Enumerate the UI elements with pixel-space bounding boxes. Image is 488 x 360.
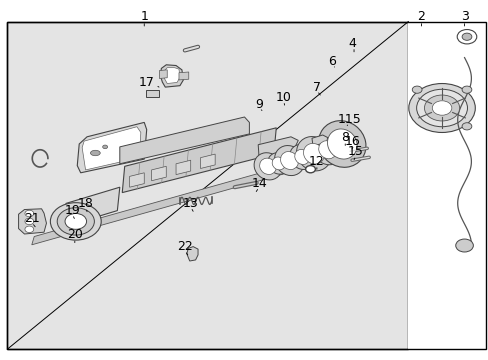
Text: 12: 12 (308, 155, 324, 168)
Circle shape (411, 86, 421, 93)
Circle shape (25, 218, 34, 225)
Polygon shape (159, 70, 167, 78)
Circle shape (461, 86, 471, 93)
Text: 18: 18 (78, 197, 94, 210)
Ellipse shape (280, 152, 298, 170)
Circle shape (416, 89, 467, 127)
Circle shape (408, 84, 474, 132)
Ellipse shape (274, 145, 304, 176)
Ellipse shape (267, 153, 289, 174)
Polygon shape (200, 154, 215, 168)
Polygon shape (258, 137, 298, 158)
Text: 20: 20 (67, 228, 82, 241)
Text: 9: 9 (255, 98, 263, 111)
Ellipse shape (318, 121, 365, 167)
Polygon shape (82, 127, 141, 170)
Ellipse shape (259, 158, 276, 175)
Text: 8: 8 (341, 131, 348, 144)
Ellipse shape (272, 157, 285, 170)
Circle shape (455, 239, 472, 252)
Ellipse shape (330, 134, 353, 157)
Circle shape (57, 208, 94, 235)
Bar (407, 22, 486, 349)
Polygon shape (160, 65, 183, 87)
Polygon shape (122, 128, 276, 193)
Circle shape (431, 101, 451, 115)
Text: 22: 22 (177, 240, 192, 253)
Text: 13: 13 (183, 197, 198, 210)
Ellipse shape (296, 136, 330, 171)
Ellipse shape (254, 153, 281, 180)
Polygon shape (186, 247, 198, 261)
Polygon shape (176, 160, 190, 175)
Polygon shape (77, 122, 146, 173)
Text: 2: 2 (417, 10, 425, 23)
Ellipse shape (318, 141, 336, 159)
Text: 19: 19 (64, 204, 80, 217)
Text: 15: 15 (347, 145, 363, 158)
Circle shape (461, 123, 471, 130)
Polygon shape (163, 68, 180, 84)
Ellipse shape (289, 144, 314, 170)
Ellipse shape (303, 143, 324, 164)
Circle shape (456, 30, 476, 44)
Bar (145, 90, 159, 97)
Polygon shape (32, 152, 334, 245)
Text: 7: 7 (312, 81, 320, 94)
Polygon shape (19, 209, 46, 234)
Text: 3: 3 (460, 10, 468, 23)
Circle shape (25, 226, 34, 233)
Text: 14: 14 (251, 177, 266, 190)
Polygon shape (179, 72, 188, 80)
Circle shape (461, 33, 471, 40)
Polygon shape (311, 135, 327, 146)
Ellipse shape (322, 126, 362, 165)
Ellipse shape (102, 145, 107, 149)
Ellipse shape (312, 135, 342, 165)
Text: 4: 4 (347, 37, 355, 50)
Circle shape (50, 203, 101, 240)
Polygon shape (129, 173, 144, 187)
Circle shape (65, 213, 86, 229)
Circle shape (25, 210, 34, 217)
Polygon shape (120, 117, 249, 164)
Ellipse shape (327, 129, 356, 159)
Text: 21: 21 (24, 212, 40, 225)
Ellipse shape (90, 150, 100, 156)
Text: 115: 115 (337, 113, 361, 126)
Ellipse shape (294, 149, 309, 165)
Text: 10: 10 (275, 91, 291, 104)
Circle shape (305, 166, 315, 173)
Circle shape (424, 95, 459, 121)
Text: 1: 1 (140, 10, 148, 23)
Bar (7, 22, 407, 349)
Text: 6: 6 (328, 55, 336, 68)
Polygon shape (151, 166, 166, 181)
Text: 16: 16 (344, 135, 359, 148)
Polygon shape (63, 187, 120, 227)
Text: 17: 17 (139, 76, 154, 89)
